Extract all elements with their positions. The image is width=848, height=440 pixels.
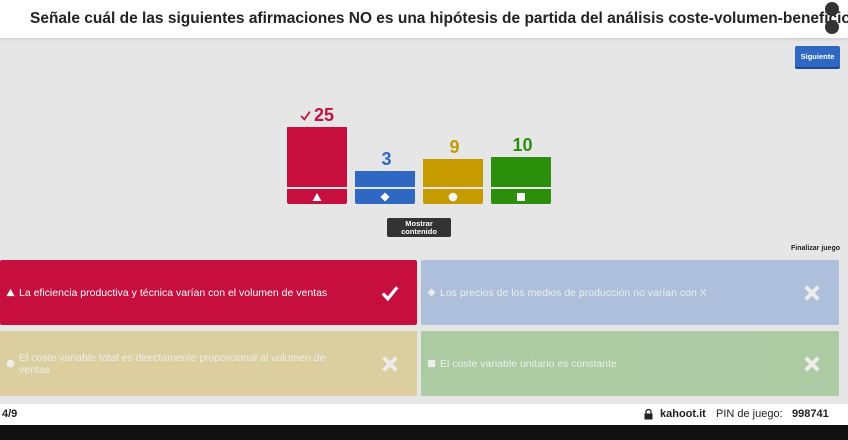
question: Señale cuál de las siguientes afirmacion… — [30, 10, 848, 27]
shape-icon — [6, 288, 15, 297]
shape-icon — [427, 288, 436, 297]
answer-tile[interactable]: El coste variable total es directamente … — [0, 331, 417, 396]
next-button[interactable]: Siguiente — [795, 46, 840, 67]
bar-icon-strip — [423, 189, 483, 204]
answer-text: El coste variable total es directamente … — [19, 351, 326, 376]
bar-value-wrap: 10 — [491, 135, 551, 156]
bar-value-wrap: 9 — [423, 137, 483, 158]
incorrect-icon — [804, 355, 820, 372]
end-game-link[interactable]: Finalizar juego — [790, 245, 840, 252]
answer-tile[interactable]: Los precios de los medios de producción … — [421, 260, 839, 325]
show-content-button[interactable]: Mostrar contenido — [387, 218, 451, 237]
answer-text: El coste variable unitario es constante — [440, 357, 617, 370]
incorrect-icon — [382, 355, 398, 372]
bar-icon-strip — [491, 189, 551, 204]
answer-text: La eficiencia productiva y técnica varía… — [19, 286, 328, 299]
incorrect-icon — [804, 284, 820, 301]
bar — [287, 127, 347, 187]
header — [0, 0, 848, 38]
correct-icon — [381, 285, 399, 301]
pin-label: PIN de juego: — [716, 408, 783, 420]
fullscreen-button[interactable] — [825, 2, 839, 16]
sound-button[interactable] — [825, 20, 839, 34]
answer-tile[interactable]: El coste variable unitario es constante — [421, 331, 839, 396]
taskbar — [0, 425, 848, 440]
shape-icon — [448, 192, 458, 201]
bar-icon-strip — [355, 189, 415, 204]
pin: 998741 — [792, 408, 829, 420]
bar-icon-strip — [287, 189, 347, 204]
bar-value: 9 — [449, 137, 460, 157]
bar-value: 25 — [313, 105, 335, 125]
bar-value-wrap: 25 — [287, 105, 347, 126]
shape-icon — [380, 192, 390, 201]
check-icon — [300, 111, 311, 121]
bar-value-wrap: 3 — [355, 149, 415, 170]
shape-icon — [312, 192, 322, 201]
site: kahoot.it — [660, 408, 706, 420]
lock-icon — [644, 409, 653, 420]
answer-tile[interactable]: La eficiencia productiva y técnica varía… — [0, 260, 417, 325]
shape-icon — [517, 192, 525, 201]
bar — [355, 171, 415, 187]
shape-icon — [427, 359, 436, 368]
progress: 4/9 — [2, 408, 18, 420]
bar — [491, 157, 551, 187]
bar — [423, 159, 483, 187]
footer: 4/9 kahoot.it PIN de juego: 998741 — [0, 404, 848, 425]
bar-value: 3 — [381, 149, 392, 169]
shape-icon — [6, 359, 15, 368]
bar-value: 10 — [512, 135, 533, 155]
answer-text: Los precios de los medios de producción … — [440, 286, 707, 299]
